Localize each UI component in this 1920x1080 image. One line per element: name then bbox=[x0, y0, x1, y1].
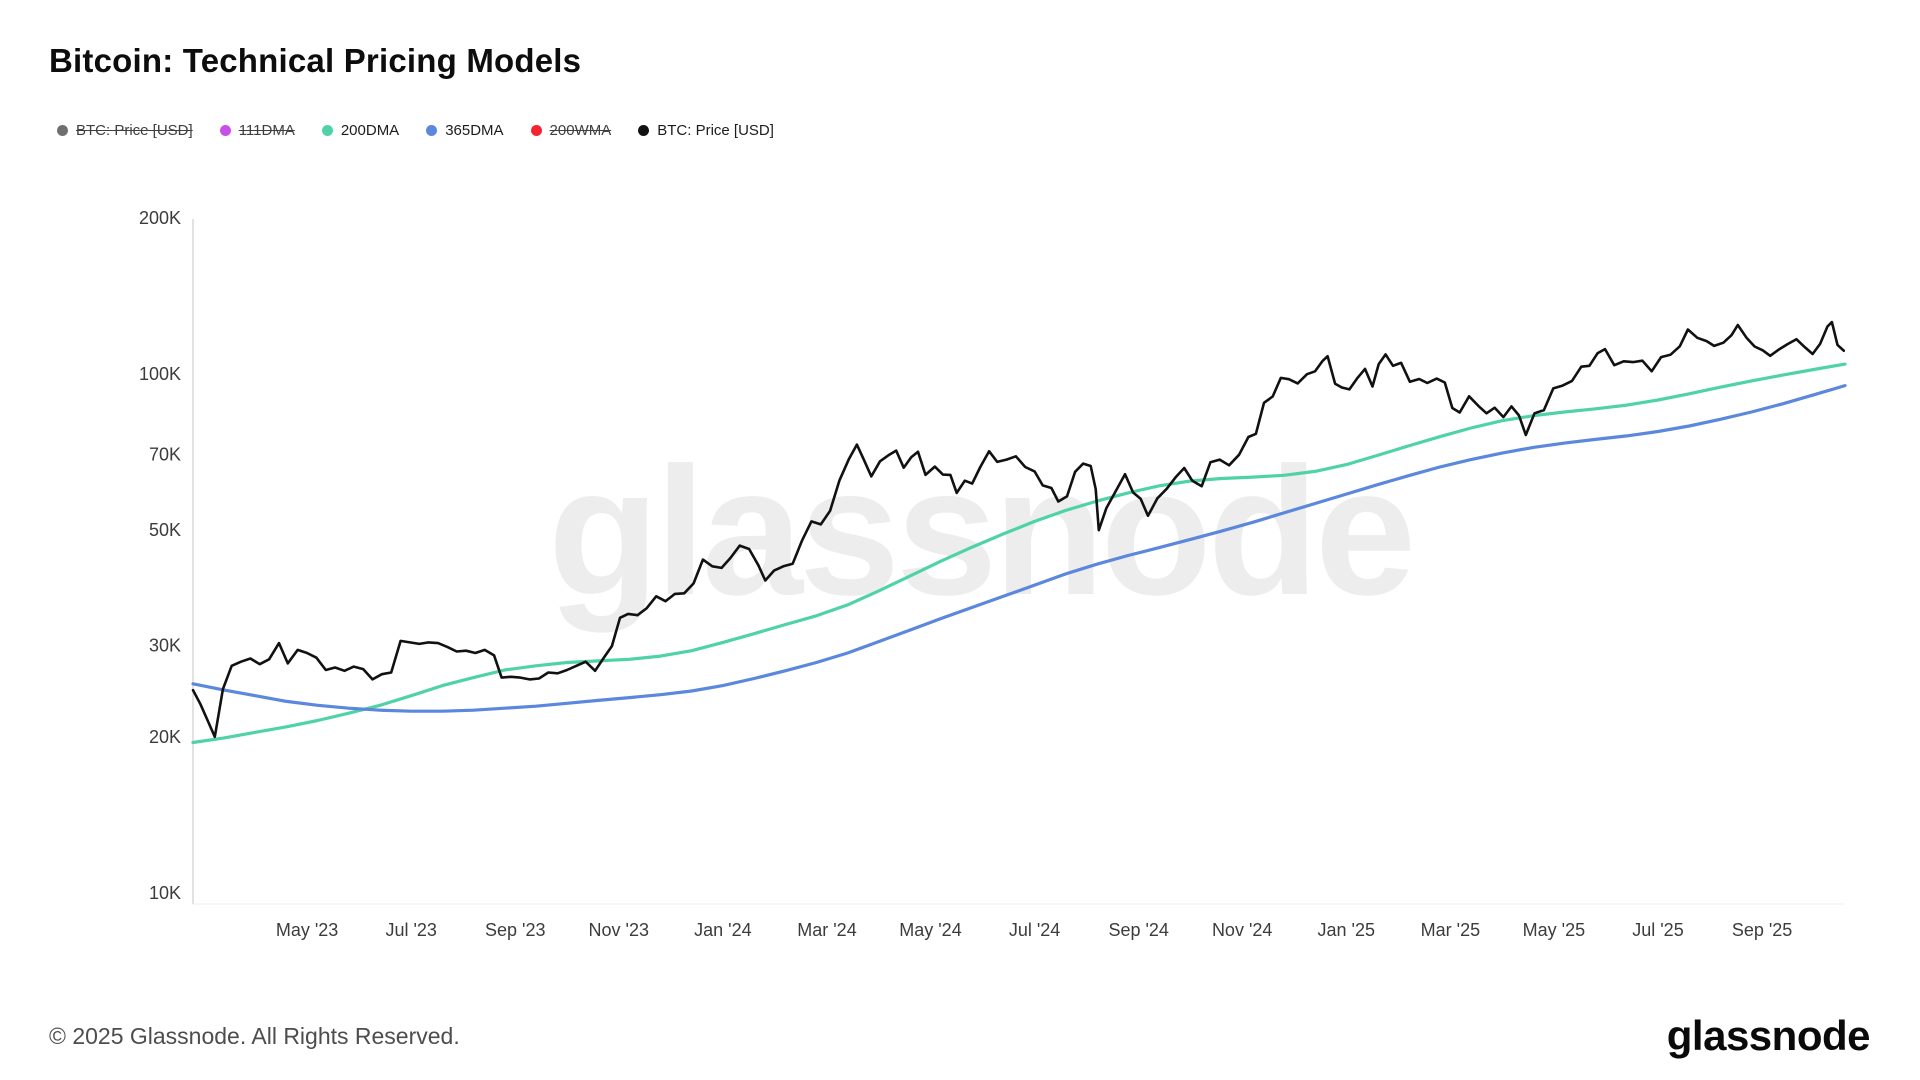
x-tick-label: Mar '25 bbox=[1421, 920, 1480, 940]
legend-dot-black bbox=[638, 125, 650, 136]
x-tick-label: Sep '24 bbox=[1108, 920, 1169, 940]
x-tick-label: Sep '23 bbox=[485, 920, 546, 940]
x-tick-label: Jan '25 bbox=[1318, 920, 1375, 940]
x-tick-label: May '24 bbox=[899, 920, 961, 940]
chart-title: Bitcoin: Technical Pricing Models bbox=[49, 42, 582, 79]
chart-canvas[interactable]: 200K 100K 70K 50K 30K 20K 10K May '23 Jul '23 Sep… bbox=[0, 0, 1920, 980]
legend-label: BTC: Price [USD] bbox=[76, 122, 193, 139]
series-line-365dma[interactable] bbox=[191, 384, 1847, 713]
legend-label: 365DMA bbox=[445, 122, 504, 139]
y-tick-label: 50K bbox=[149, 520, 181, 540]
legend-item-200wma[interactable]: 200WMA bbox=[530, 122, 612, 139]
legend-label: BTC: Price [USD] bbox=[657, 122, 774, 139]
y-tick-label: 200K bbox=[139, 208, 181, 228]
legend-item-111dma[interactable]: 111DMA bbox=[219, 122, 295, 139]
series-line-200dma[interactable] bbox=[191, 362, 1847, 745]
legend-label: 200WMA bbox=[549, 122, 612, 139]
x-tick-label: Mar '24 bbox=[797, 920, 856, 940]
chart-legend: BTC: Price [USD] 111DMA 200DMA 365DMA 20… bbox=[57, 122, 774, 139]
x-tick-label: Nov '23 bbox=[589, 920, 649, 940]
legend-item-365dma[interactable]: 365DMA bbox=[426, 122, 504, 139]
x-tick-label: May '25 bbox=[1523, 920, 1585, 940]
legend-dot-red bbox=[530, 125, 542, 136]
y-tick-label: 100K bbox=[139, 364, 181, 384]
x-tick-label: Jul '24 bbox=[1009, 920, 1060, 940]
x-tick-label: Jan '24 bbox=[694, 920, 751, 940]
legend-label: 200DMA bbox=[340, 122, 400, 139]
legend-item-200dma[interactable]: 200DMA bbox=[321, 122, 400, 139]
legend-dot-gray bbox=[57, 125, 68, 136]
footer-copyright: © 2025 Glassnode. All Rights Reserved. bbox=[49, 1023, 460, 1049]
legend-dot-green bbox=[321, 125, 333, 136]
legend-item-btc-price-active[interactable]: BTC: Price [USD] bbox=[638, 122, 774, 139]
y-tick-label: 20K bbox=[149, 727, 181, 747]
x-tick-label: May '23 bbox=[276, 920, 338, 940]
y-tick-label: 30K bbox=[149, 635, 181, 655]
y-tick-label: 10K bbox=[149, 883, 181, 903]
series-line-btc-price-usd-[interactable] bbox=[191, 320, 1846, 739]
y-tick-label: 70K bbox=[149, 444, 181, 464]
x-tick-label: Jul '23 bbox=[385, 920, 436, 940]
legend-label: 111DMA bbox=[238, 122, 295, 139]
x-tick-label: Jul '25 bbox=[1632, 920, 1683, 940]
legend-dot-purple bbox=[219, 125, 231, 136]
legend-item-btc-price-disabled[interactable]: BTC: Price [USD] bbox=[57, 122, 193, 139]
x-tick-label: Sep '25 bbox=[1732, 920, 1793, 940]
glassnode-logo: glassnode bbox=[1666, 1012, 1871, 1059]
legend-dot-blue bbox=[426, 125, 438, 136]
x-tick-label: Nov '24 bbox=[1212, 920, 1272, 940]
